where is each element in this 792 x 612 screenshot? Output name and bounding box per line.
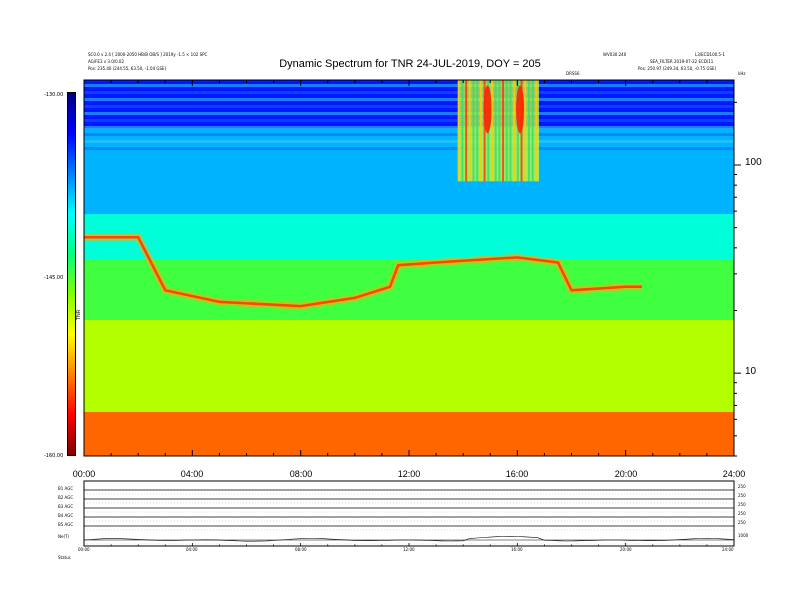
bottom-row-label-1: B1 AGC (58, 486, 74, 491)
header-right-line3: SEA_FILTER 2019-07-22 ECD/11 (650, 59, 714, 64)
emission-line (84, 235, 642, 308)
top-stripe-2 (84, 98, 734, 101)
bottom-right-val-3: 250 (738, 502, 746, 507)
bottom-right-val-6: 1000 (738, 533, 749, 538)
bottom-right-val-1: 250 (738, 484, 746, 489)
band-4 (84, 320, 734, 413)
burst-streak-2 (465, 80, 468, 182)
burst-streak-13 (505, 80, 508, 182)
band-2 (84, 214, 734, 260)
bottom-x-tick-6: 24:00 (722, 547, 734, 552)
header-left-line1: SC0.0 v 2.4 [ 2000-2050 HB/B OB/S ] 2019… (88, 52, 208, 57)
burst-streak-5 (476, 80, 479, 182)
bottom-right-val-4: 250 (738, 511, 746, 516)
burst-streak-1 (461, 80, 464, 182)
burst-streak-19 (527, 80, 530, 182)
top-stripe-4 (84, 112, 734, 115)
colorbar-tick-max: -130.00 (44, 92, 64, 98)
top-stripe-3 (84, 105, 734, 108)
x-tick-0400: 04:00 (180, 469, 204, 479)
x-tick-1200: 12:00 (397, 469, 421, 479)
header-right-line1: WV030.240 (603, 52, 627, 57)
burst-streak-15 (513, 80, 516, 182)
bottom-ne-trace (83, 536, 735, 542)
bottom-x-tick-5: 20:00 (620, 547, 632, 552)
x-tick-2000: 20:00 (614, 469, 638, 479)
bottom-footer-label: Status (58, 555, 71, 560)
x-tick-0800: 08:00 (289, 469, 313, 479)
y-tick-10: 10 (745, 366, 757, 377)
top-stripe-8 (84, 140, 734, 143)
burst-streak-3 (468, 80, 471, 182)
burst-streak-0 (457, 80, 460, 182)
bottom-row-label-6: Ne(T) (58, 534, 70, 539)
bottom-row-label-5: B5 AGC (58, 522, 74, 527)
bottom-x-tick-2: 08:00 (295, 547, 307, 552)
top-stripe-6 (84, 126, 734, 129)
bottom-right-val-5: 250 (738, 520, 746, 525)
burst-streak-16 (516, 80, 519, 182)
bottom-x-tick-4: 16:00 (511, 547, 523, 552)
burst-streak-4 (472, 80, 475, 182)
bottom-row-label-3: B3 AGC (58, 504, 74, 509)
burst-streak-21 (535, 80, 538, 182)
burst-streak-12 (502, 80, 505, 182)
burst-streak-11 (498, 80, 501, 182)
colorbar-tick-min: -160.00 (44, 453, 64, 459)
marker-label: DRSS6 (566, 71, 580, 76)
band-5 (84, 412, 734, 456)
burst-streak-14 (509, 80, 512, 182)
bottom-row-label-2: B2 AGC (58, 495, 74, 500)
bottom-row-label-4: B4 AGC (58, 513, 74, 518)
colorbar (67, 92, 76, 456)
header-left-line2: AG/FE3 v 3.0/0.02 (88, 59, 125, 64)
colorbar-tick-mid: -145.00 (44, 275, 64, 281)
chart-title: Dynamic Spectrum for TNR 24-JUL-2019, DO… (279, 58, 541, 70)
corner-unit-label: kHz (738, 71, 746, 76)
burst-core-1 (516, 85, 525, 134)
bottom-panel-frame (83, 480, 735, 547)
x-tick-2400: 24:00 (722, 469, 746, 479)
burst-streak-20 (531, 80, 534, 182)
top-stripe-5 (84, 119, 734, 122)
burst-streak-10 (494, 80, 497, 182)
burst-core-0 (483, 85, 492, 134)
bottom-x-tick-3: 12:00 (403, 547, 415, 552)
header-right-line2: L3/ECD100.5-1 (695, 52, 725, 57)
burst-streak-6 (479, 80, 482, 182)
y-tick-100: 100 (745, 157, 762, 168)
bottom-x-tick-1: 04:00 (186, 547, 198, 552)
x-tick-0000: 00:00 (72, 469, 96, 479)
header-left-line3: Pos: 235.40 (244.55, 63.50, -1.04 GSE) (88, 66, 167, 71)
bottom-x-tick-0: 00:00 (78, 547, 90, 552)
burst-streak-18 (524, 80, 527, 182)
top-stripe-1 (84, 91, 734, 94)
x-tick-1600: 16:00 (505, 469, 529, 479)
bottom-right-val-2: 250 (738, 493, 746, 498)
top-stripe-7 (84, 133, 734, 136)
header-right-line4: Pos: 250.97 (249.34, 63.50, -0.75 GSE) (638, 66, 717, 71)
burst-streak-7 (483, 80, 486, 182)
top-stripe-9 (84, 147, 734, 150)
burst-streak-9 (490, 80, 493, 182)
spectrogram-image (84, 80, 734, 456)
